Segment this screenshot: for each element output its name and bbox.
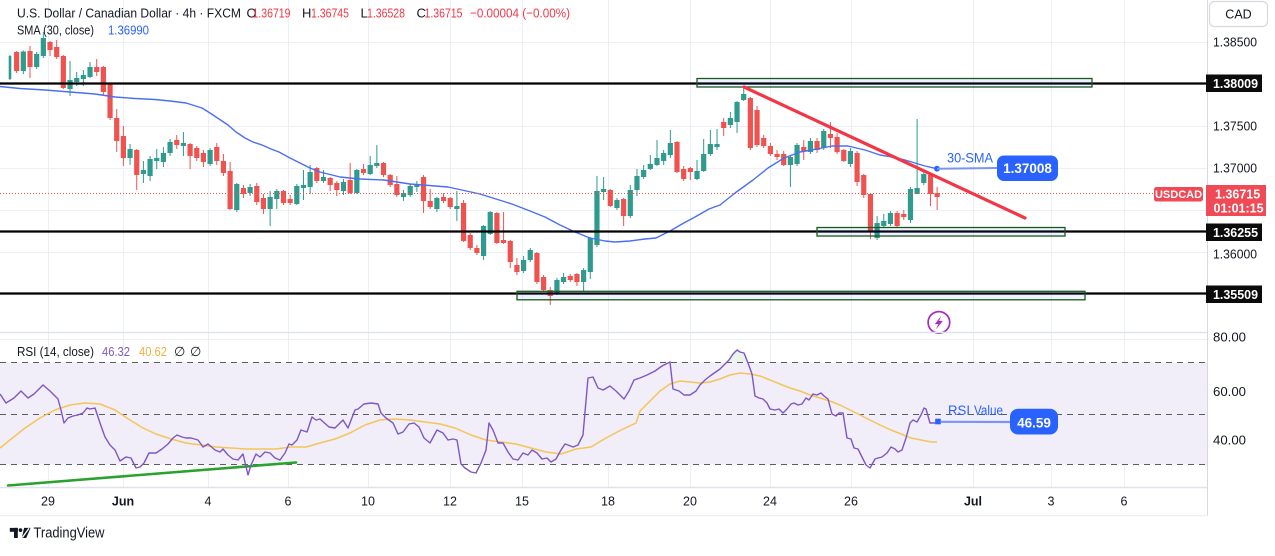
svg-text:1.36255: 1.36255: [1213, 226, 1258, 240]
svg-text:1.37000: 1.37000: [1213, 161, 1257, 175]
svg-text:1.36528: 1.36528: [367, 6, 405, 21]
svg-text:RSI (14, close): RSI (14, close): [17, 344, 94, 359]
svg-text:6: 6: [1121, 495, 1128, 509]
svg-text:1.36745: 1.36745: [311, 6, 349, 21]
svg-text:USDCAD: USDCAD: [1155, 189, 1202, 201]
svg-text:30‑SMA: 30‑SMA: [947, 150, 994, 166]
svg-text:46.59: 46.59: [1017, 415, 1051, 430]
svg-text:TradingView: TradingView: [34, 526, 105, 542]
svg-text:1.37500: 1.37500: [1213, 119, 1257, 133]
svg-text:20: 20: [683, 495, 697, 509]
svg-text:24: 24: [763, 495, 777, 509]
svg-text:01:01:15: 01:01:15: [1214, 202, 1264, 216]
svg-text:15: 15: [515, 495, 529, 509]
svg-text:−0.00004 (−0.00%): −0.00004 (−0.00%): [470, 6, 570, 21]
svg-text:6: 6: [285, 495, 292, 509]
svg-text:40.62: 40.62: [139, 344, 167, 359]
svg-text:1.36715: 1.36715: [1215, 188, 1260, 202]
svg-text:1.35509: 1.35509: [1213, 288, 1258, 302]
svg-text:4: 4: [205, 495, 212, 509]
svg-text:12: 12: [443, 495, 457, 509]
svg-text:CAD: CAD: [1225, 8, 1251, 22]
svg-text:3: 3: [1048, 495, 1055, 509]
svg-text:46.32: 46.32: [102, 344, 130, 359]
svg-text:10: 10: [361, 495, 375, 509]
svg-text:Jul: Jul: [964, 495, 982, 509]
svg-text:Jun: Jun: [112, 495, 134, 509]
svg-text:40.00: 40.00: [1213, 433, 1246, 447]
svg-text:U.S. Dollar / Canadian Dollar: U.S. Dollar / Canadian Dollar · 4h · FXC…: [17, 6, 241, 21]
svg-text:Value: Value: [974, 403, 1003, 418]
svg-text:29: 29: [41, 495, 55, 509]
svg-text:1.36719: 1.36719: [253, 6, 291, 21]
svg-text:26: 26: [844, 495, 858, 509]
svg-text:1.38009: 1.38009: [1213, 77, 1258, 91]
svg-text:SMA (30, close): SMA (30, close): [17, 23, 94, 38]
svg-text:1.37008: 1.37008: [1003, 161, 1052, 176]
svg-text:60.00: 60.00: [1213, 385, 1246, 399]
svg-text:18: 18: [601, 495, 615, 509]
svg-text:80.00: 80.00: [1213, 330, 1246, 344]
svg-text:1.36715: 1.36715: [425, 6, 463, 21]
svg-text:RSI: RSI: [948, 403, 970, 418]
svg-text:1.36990: 1.36990: [108, 23, 149, 38]
svg-text:∅: ∅: [174, 344, 185, 359]
svg-text:1.36000: 1.36000: [1213, 247, 1257, 261]
svg-text:1.38500: 1.38500: [1213, 35, 1257, 49]
svg-text:∅: ∅: [190, 344, 201, 359]
svg-text:H: H: [302, 6, 311, 21]
